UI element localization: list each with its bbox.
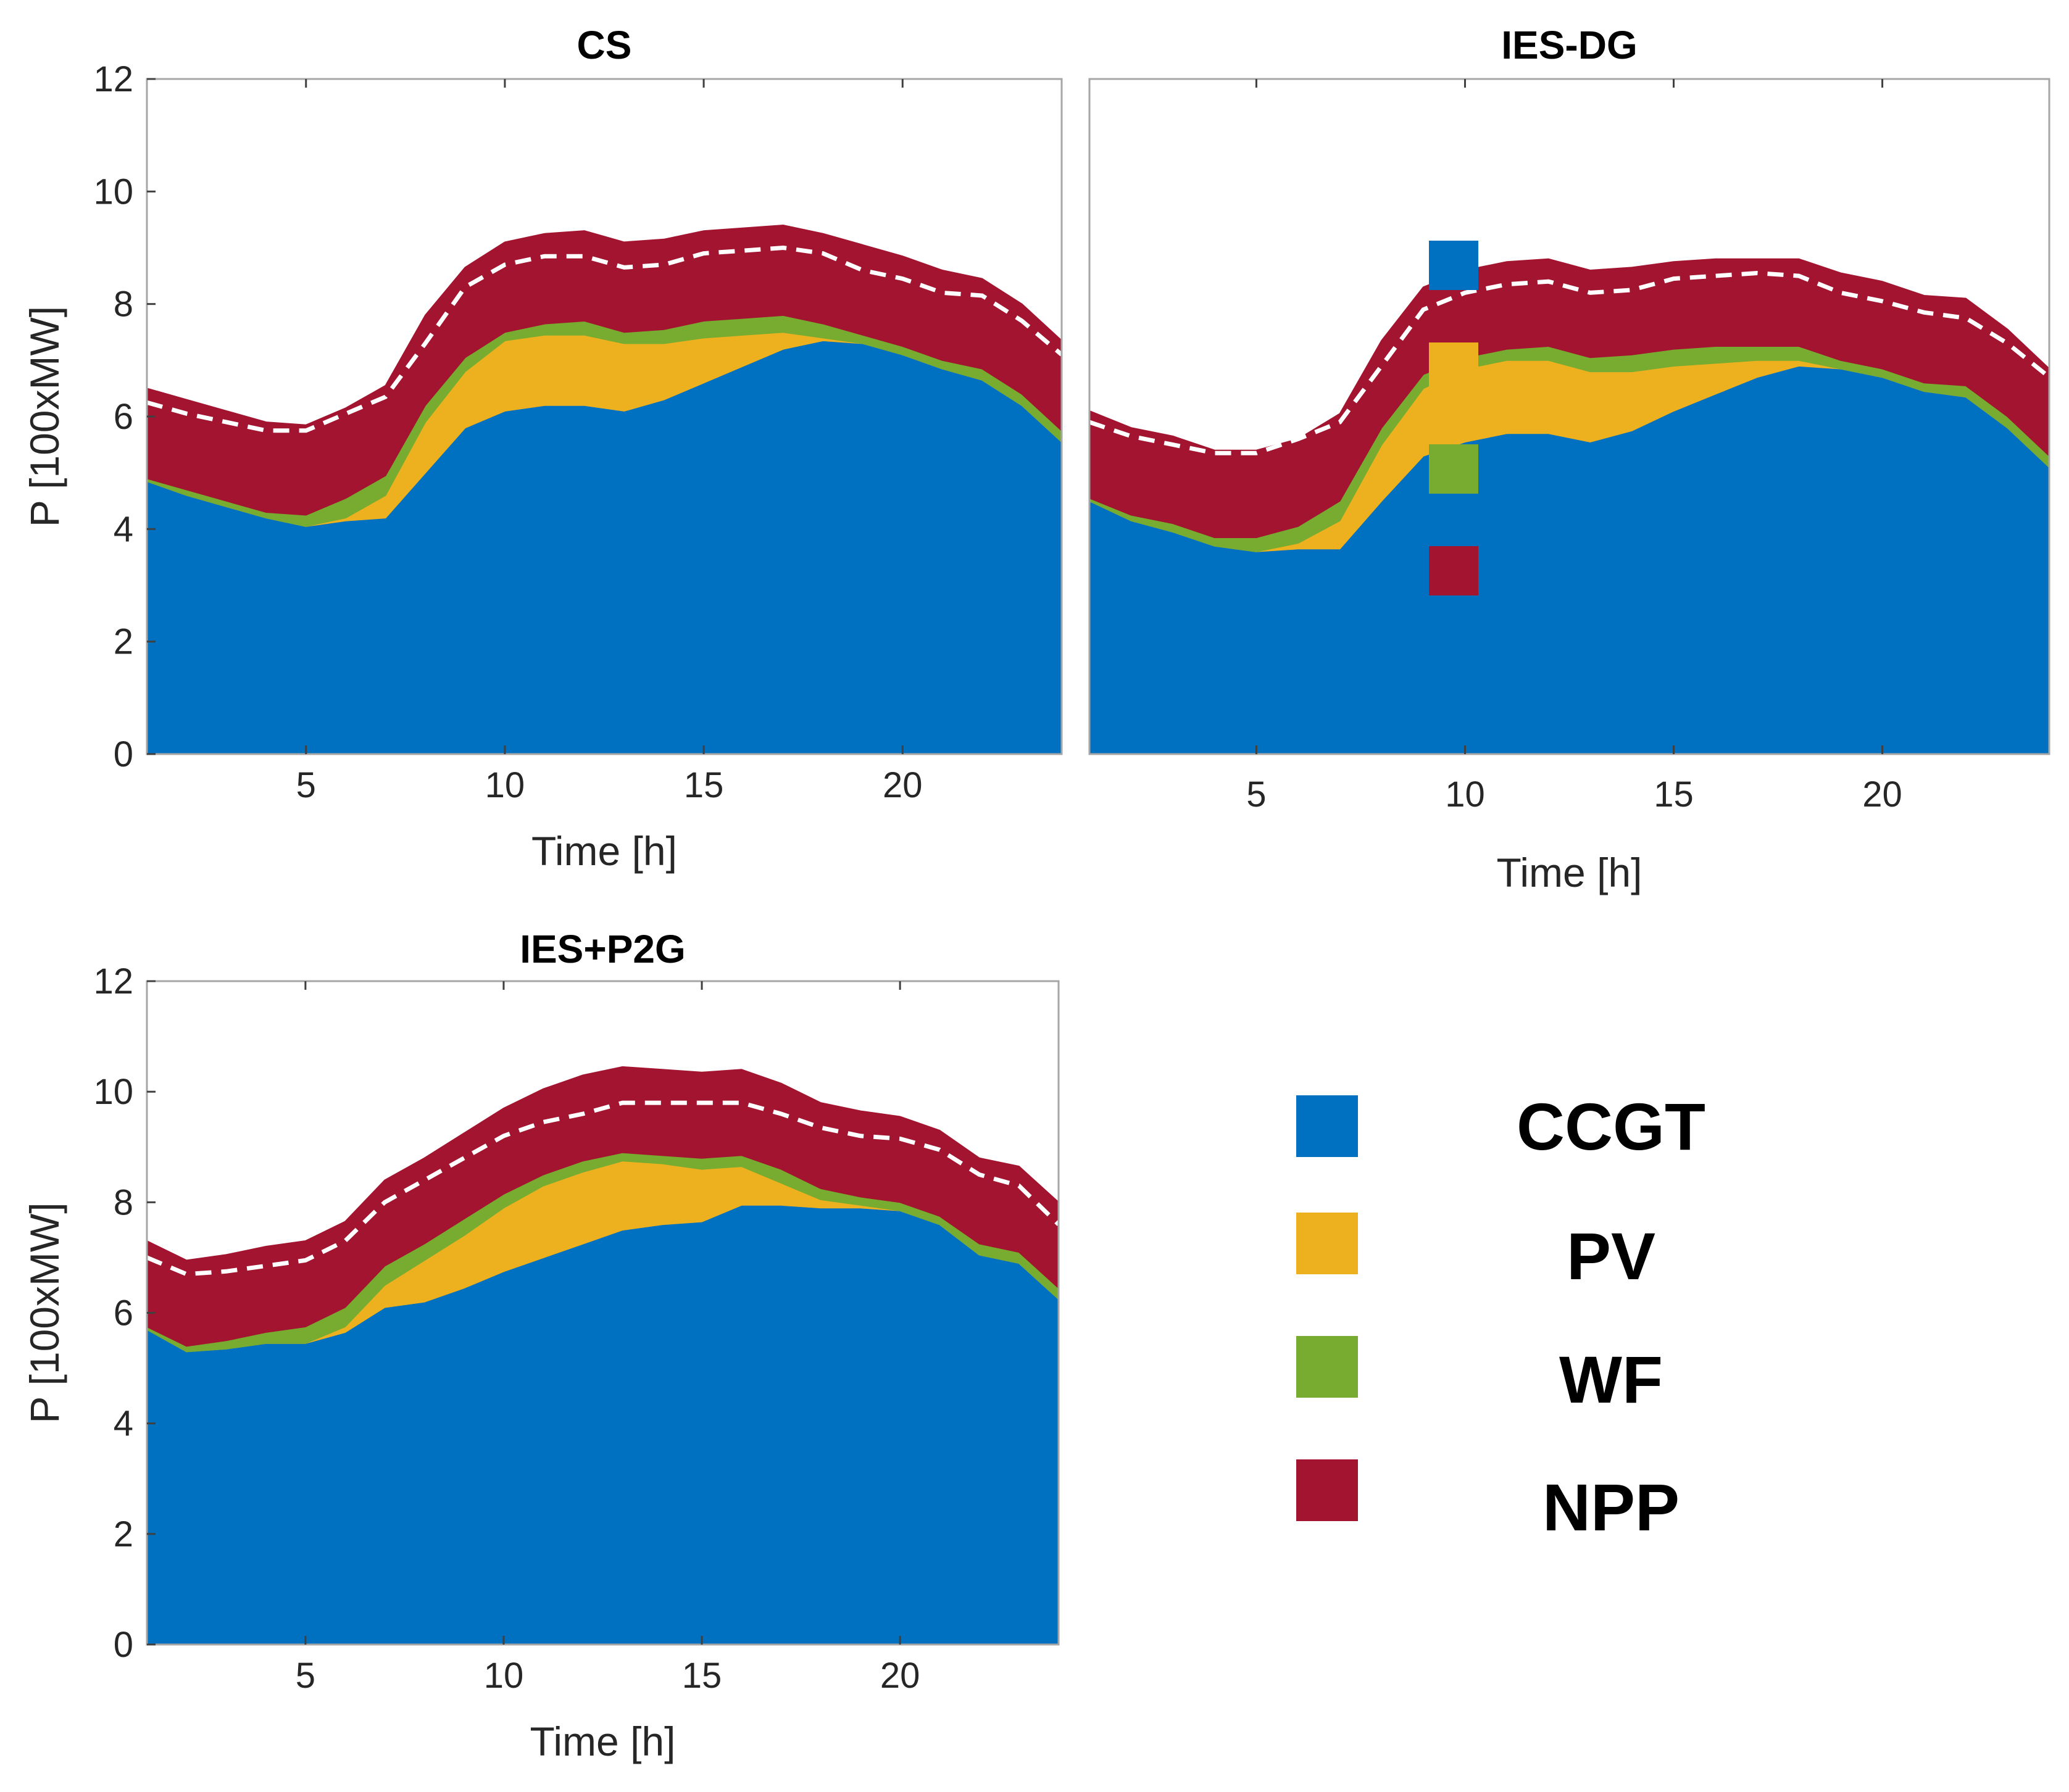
dashed-line xyxy=(146,1100,1060,1277)
x-tick-label: 10 xyxy=(1445,774,1485,815)
x-tick-label: 5 xyxy=(296,765,316,805)
legend-swatch-npp xyxy=(1296,1459,1358,1521)
legend-label-ccgt: CCGT xyxy=(1517,1089,1705,1164)
y-tick-label: 12 xyxy=(93,961,133,1002)
inset-swatch-npp xyxy=(1429,546,1478,595)
legend-label-wf: WF xyxy=(1559,1342,1663,1417)
panel-cs: 5 10 15 20 0 2 4 6 8 10 12 CS Time [h] P [100xMW] xyxy=(22,23,1064,874)
y-tick-label: 2 xyxy=(114,1514,133,1554)
y-tick-label: 8 xyxy=(114,1182,133,1222)
legend-swatch-pv xyxy=(1296,1213,1358,1274)
chart-title: IES-DG xyxy=(1501,23,1637,67)
y-tick-label: 10 xyxy=(93,172,133,212)
legend-label-npp: NPP xyxy=(1542,1470,1680,1545)
legend-swatch-ccgt xyxy=(1296,1095,1358,1157)
chart-title: IES+P2G xyxy=(520,927,686,971)
chart-title: CS xyxy=(577,23,632,67)
x-tick-label: 15 xyxy=(684,765,724,805)
inset-swatch-pv xyxy=(1429,342,1478,392)
inset-swatch-wf xyxy=(1429,444,1478,494)
y-tick-label: 6 xyxy=(114,397,133,437)
panel-ies-p2g: 5 10 15 20 0 2 4 6 8 10 12 IES+P2G Time [h] P [100xMW… xyxy=(22,927,1060,1764)
legend-swatch-wf xyxy=(1296,1336,1358,1398)
legend-label-pv: PV xyxy=(1567,1219,1655,1293)
y-tick-label: 8 xyxy=(114,284,133,325)
y-tick-label: 6 xyxy=(114,1293,133,1334)
inset-legend-swatches xyxy=(1429,241,1478,595)
dashed-line xyxy=(146,245,1064,433)
y-axis-label: P [100xMW] xyxy=(22,1202,67,1423)
dashed-line xyxy=(1088,270,2051,455)
x-tick-label: 20 xyxy=(883,765,923,805)
inset-swatch-ccgt xyxy=(1429,241,1478,290)
x-tick-label: 15 xyxy=(682,1656,722,1696)
x-tick-label: 5 xyxy=(296,1656,315,1696)
x-tick-label: 20 xyxy=(880,1656,920,1696)
y-axis-label: P [100xMW] xyxy=(22,306,67,527)
x-tick-label: 5 xyxy=(1246,774,1266,815)
x-axis-label: Time [h] xyxy=(530,1719,676,1764)
x-axis-label: Time [h] xyxy=(531,828,677,874)
x-tick-label: 20 xyxy=(1862,774,1902,815)
y-tick-label: 0 xyxy=(114,1625,133,1665)
y-tick-label: 4 xyxy=(114,1404,133,1444)
x-axis-label: Time [h] xyxy=(1497,850,1642,895)
legend: CCGT PV WF NPP xyxy=(1296,1089,1705,1545)
y-tick-label: 10 xyxy=(93,1072,133,1112)
y-tick-label: 4 xyxy=(114,509,133,549)
axes-box xyxy=(1088,78,2050,755)
x-tick-label: 15 xyxy=(1654,774,1694,815)
panel-ies-dg: 5 10 15 20 IES-DG Time [h] xyxy=(1088,23,2051,895)
y-tick-label: 12 xyxy=(93,59,133,99)
y-tick-label: 2 xyxy=(114,622,133,662)
y-tick-label: 0 xyxy=(114,734,133,774)
x-tick-label: 10 xyxy=(485,765,525,805)
x-tick-label: 10 xyxy=(484,1656,524,1696)
